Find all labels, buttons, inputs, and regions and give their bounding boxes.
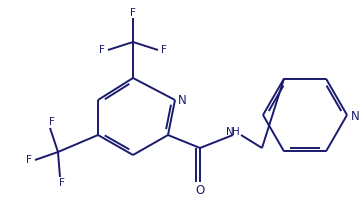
Text: H: H <box>232 127 240 137</box>
Text: N: N <box>351 110 359 123</box>
Text: F: F <box>26 155 32 165</box>
Text: N: N <box>226 127 234 137</box>
Text: N: N <box>178 94 186 107</box>
Text: F: F <box>161 45 167 55</box>
Text: F: F <box>49 117 55 127</box>
Text: O: O <box>195 184 205 197</box>
Text: F: F <box>59 178 65 188</box>
Text: F: F <box>130 8 136 18</box>
Text: F: F <box>99 45 105 55</box>
